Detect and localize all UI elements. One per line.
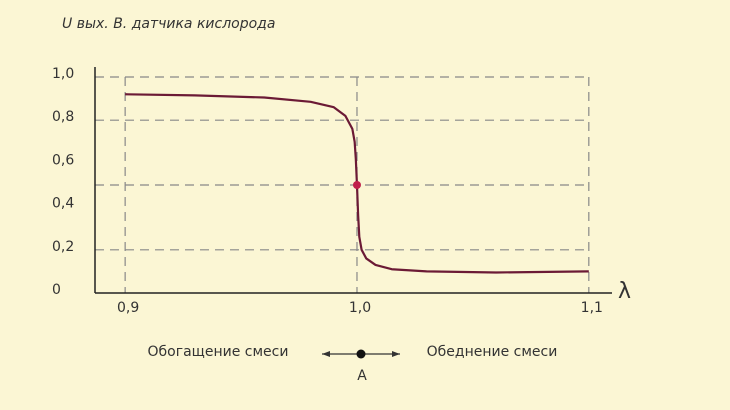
y-tick-label: 0 bbox=[52, 282, 61, 298]
y-tick-label: 1,0 bbox=[52, 66, 74, 82]
chart-title: U вых. В. датчика кислорода bbox=[62, 16, 275, 32]
point-dot bbox=[356, 349, 366, 359]
x-axis-label: λ bbox=[618, 279, 631, 304]
arrow-head bbox=[322, 351, 400, 357]
y-tick-label: 0,4 bbox=[52, 196, 74, 212]
x-tick-label: 0,9 bbox=[117, 300, 139, 316]
x-tick-label: 1,1 bbox=[581, 300, 603, 316]
direction-arrow bbox=[322, 349, 400, 359]
annotation: Обогащение смеси bbox=[148, 344, 289, 360]
point-marker bbox=[352, 181, 361, 189]
annotation: Обеднение смеси bbox=[427, 344, 558, 360]
x-tick-label: 1,0 bbox=[349, 300, 371, 316]
y-tick-label: 0,8 bbox=[52, 109, 74, 125]
annotation: A bbox=[357, 368, 367, 384]
y-tick-label: 0,6 bbox=[52, 152, 74, 168]
y-tick-label: 0,2 bbox=[52, 239, 74, 255]
